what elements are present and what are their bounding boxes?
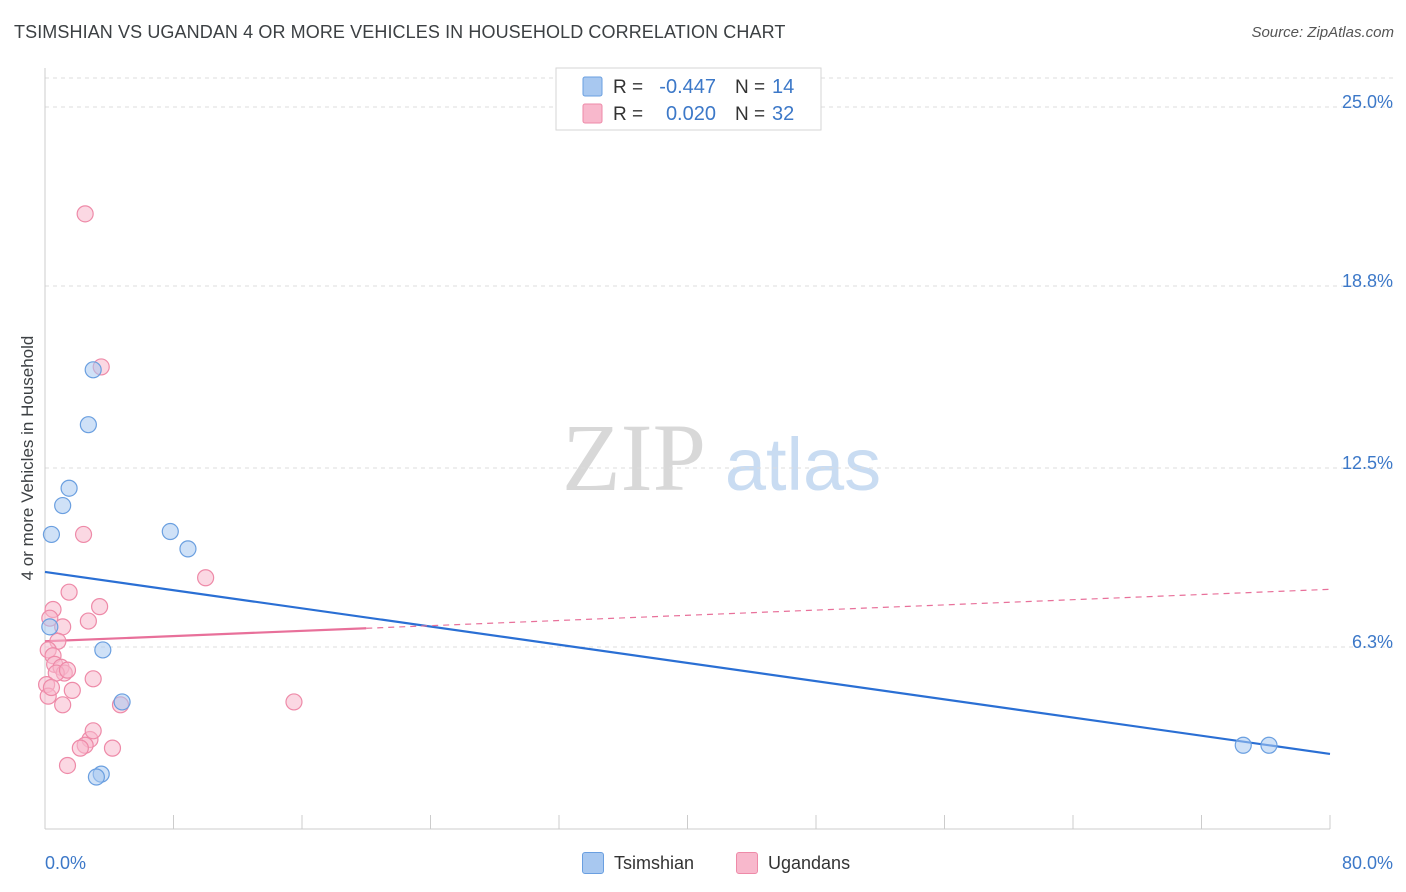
y-tick-label: 12.5% <box>1342 453 1393 473</box>
trend-line-ugandans-dashed <box>366 588 1331 629</box>
y-tick-label: 25.0% <box>1342 92 1393 112</box>
point-ugandans <box>58 661 77 679</box>
point-ugandans <box>76 205 94 223</box>
grid-lines <box>45 77 1395 648</box>
point-tsimshian <box>161 522 179 541</box>
point-ugandans <box>42 678 61 697</box>
point-ugandans <box>79 612 97 630</box>
point-ugandans <box>84 670 102 688</box>
point-ugandans <box>74 525 93 544</box>
point-tsimshian <box>42 525 61 544</box>
point-ugandans <box>58 756 77 775</box>
legend-swatch-ugandans <box>736 852 758 874</box>
legend-n-label: N = <box>735 104 765 125</box>
point-tsimshian <box>79 416 97 434</box>
legend-r-value: 0.020 <box>666 103 716 125</box>
point-tsimshian <box>113 693 131 711</box>
point-ugandans <box>285 693 303 711</box>
point-ugandans <box>91 598 109 616</box>
point-tsimshian <box>84 361 102 379</box>
trend-lines <box>44 570 1331 756</box>
point-tsimshian <box>54 496 72 515</box>
y-tick-label: 6.3% <box>1352 632 1393 652</box>
legend-n-value: 32 <box>772 103 794 125</box>
point-ugandans <box>197 569 215 587</box>
trend-line-tsimshian <box>44 570 1331 756</box>
y-axis-title: 4 or more Vehicles in Household <box>18 335 37 581</box>
legend-r-label: R = <box>613 104 643 125</box>
point-ugandans <box>71 739 89 757</box>
point-tsimshian <box>179 540 197 558</box>
legend-r-label: R = <box>613 77 643 98</box>
trend-line-ugandans-solid <box>44 627 367 643</box>
point-ugandans <box>54 696 72 714</box>
point-ugandans <box>84 722 102 740</box>
x-tick-labels: 0.0% 80.0% <box>45 853 1393 873</box>
legend-bottom: Tsimshian Ugandans <box>0 852 1406 876</box>
point-ugandans <box>60 583 78 601</box>
legend-n-value: 14 <box>772 76 794 98</box>
x-tick-label-max: 80.0% <box>1342 853 1393 873</box>
legend-item-ugandans: Ugandans <box>736 852 850 874</box>
chart-title: TSIMSHIAN VS UGANDAN 4 OR MORE VEHICLES … <box>14 22 786 42</box>
legend-label-ugandans: Ugandans <box>768 852 851 873</box>
point-ugandans <box>103 739 122 757</box>
point-tsimshian <box>94 641 112 659</box>
legend-swatch <box>582 103 603 124</box>
point-tsimshian <box>1234 736 1252 754</box>
legend-n-label: N = <box>735 77 765 98</box>
point-tsimshian <box>1260 736 1278 754</box>
x-tick-label-min: 0.0% <box>45 853 86 873</box>
axes <box>44 68 1331 830</box>
legend-top: R = -0.447 N = 14 R = 0.020 N = 32 <box>555 67 822 131</box>
watermark-zip: ZIP <box>562 404 706 511</box>
source-label: Source: ZipAtlas.com <box>1251 24 1394 41</box>
point-tsimshian <box>87 768 106 786</box>
point-tsimshian <box>60 479 78 497</box>
data-points <box>38 205 1278 786</box>
legend-label-tsimshian: Tsimshian <box>614 852 695 873</box>
point-ugandans <box>63 681 81 699</box>
y-tick-labels: 6.3% 12.5% 18.8% 25.0% <box>1342 92 1393 652</box>
legend-r-value: -0.447 <box>659 76 716 98</box>
watermark-atlas: atlas <box>725 423 881 506</box>
y-tick-label: 18.8% <box>1342 271 1393 291</box>
legend-swatch <box>582 76 603 97</box>
legend-swatch-tsimshian <box>582 852 604 874</box>
watermark: ZIP atlas <box>562 404 881 511</box>
legend-item-tsimshian: Tsimshian <box>582 852 694 874</box>
point-tsimshian <box>41 618 59 636</box>
